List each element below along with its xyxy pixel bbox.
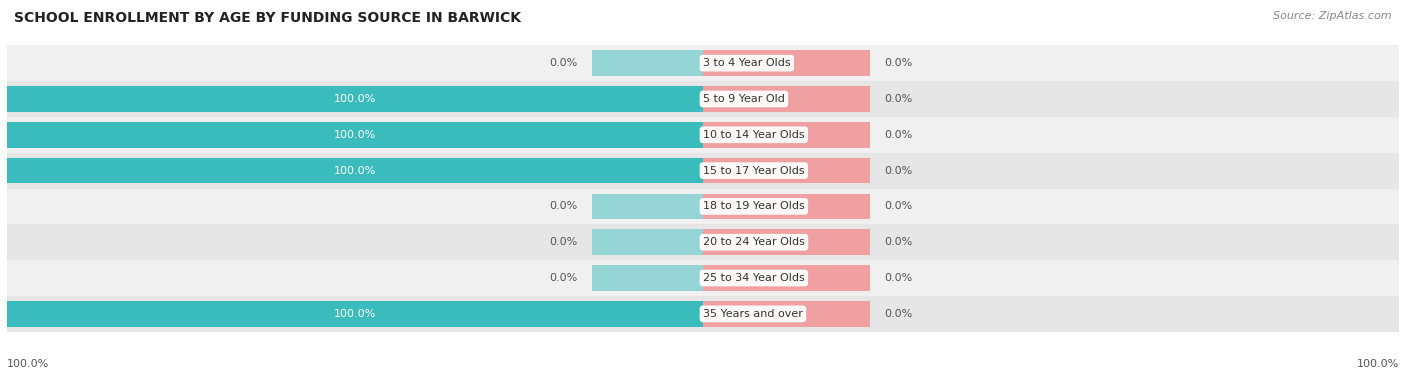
Text: 100.0%: 100.0%: [1357, 359, 1399, 369]
Bar: [592, 229, 703, 255]
Bar: [7, 158, 703, 184]
Bar: [592, 50, 703, 76]
Text: 0.0%: 0.0%: [884, 201, 912, 211]
Text: 0.0%: 0.0%: [884, 237, 912, 247]
Text: 3 to 4 Year Olds: 3 to 4 Year Olds: [703, 58, 790, 68]
Bar: [703, 229, 870, 255]
Text: 35 Years and over: 35 Years and over: [703, 309, 803, 319]
Text: SCHOOL ENROLLMENT BY AGE BY FUNDING SOURCE IN BARWICK: SCHOOL ENROLLMENT BY AGE BY FUNDING SOUR…: [14, 11, 522, 25]
Text: 20 to 24 Year Olds: 20 to 24 Year Olds: [703, 237, 804, 247]
Text: 100.0%: 100.0%: [333, 309, 377, 319]
Text: 100.0%: 100.0%: [333, 166, 377, 176]
Text: 25 to 34 Year Olds: 25 to 34 Year Olds: [703, 273, 804, 283]
Text: 100.0%: 100.0%: [333, 130, 377, 140]
Text: 100.0%: 100.0%: [333, 94, 377, 104]
Bar: [7, 45, 1399, 81]
Text: 18 to 19 Year Olds: 18 to 19 Year Olds: [703, 201, 804, 211]
Bar: [703, 50, 870, 76]
Text: 0.0%: 0.0%: [884, 94, 912, 104]
Bar: [7, 117, 1399, 153]
Bar: [7, 122, 703, 148]
Bar: [703, 301, 870, 327]
Text: 10 to 14 Year Olds: 10 to 14 Year Olds: [703, 130, 804, 140]
Bar: [592, 193, 703, 219]
Bar: [592, 265, 703, 291]
Text: 100.0%: 100.0%: [7, 359, 49, 369]
Bar: [703, 158, 870, 184]
Bar: [7, 224, 1399, 260]
Text: 0.0%: 0.0%: [884, 273, 912, 283]
Bar: [703, 193, 870, 219]
Bar: [7, 81, 1399, 117]
Text: 0.0%: 0.0%: [884, 309, 912, 319]
Bar: [7, 153, 1399, 188]
Text: 0.0%: 0.0%: [884, 130, 912, 140]
Text: 0.0%: 0.0%: [550, 273, 578, 283]
Text: 5 to 9 Year Old: 5 to 9 Year Old: [703, 94, 785, 104]
Bar: [703, 265, 870, 291]
Text: 0.0%: 0.0%: [550, 201, 578, 211]
Text: Source: ZipAtlas.com: Source: ZipAtlas.com: [1274, 11, 1392, 21]
Bar: [7, 86, 703, 112]
Bar: [7, 301, 703, 327]
Text: 0.0%: 0.0%: [550, 58, 578, 68]
Bar: [7, 188, 1399, 224]
Text: 0.0%: 0.0%: [884, 58, 912, 68]
Bar: [703, 122, 870, 148]
Text: 0.0%: 0.0%: [884, 166, 912, 176]
Bar: [7, 260, 1399, 296]
Text: 15 to 17 Year Olds: 15 to 17 Year Olds: [703, 166, 804, 176]
Text: 0.0%: 0.0%: [550, 237, 578, 247]
Bar: [7, 296, 1399, 332]
Bar: [703, 86, 870, 112]
